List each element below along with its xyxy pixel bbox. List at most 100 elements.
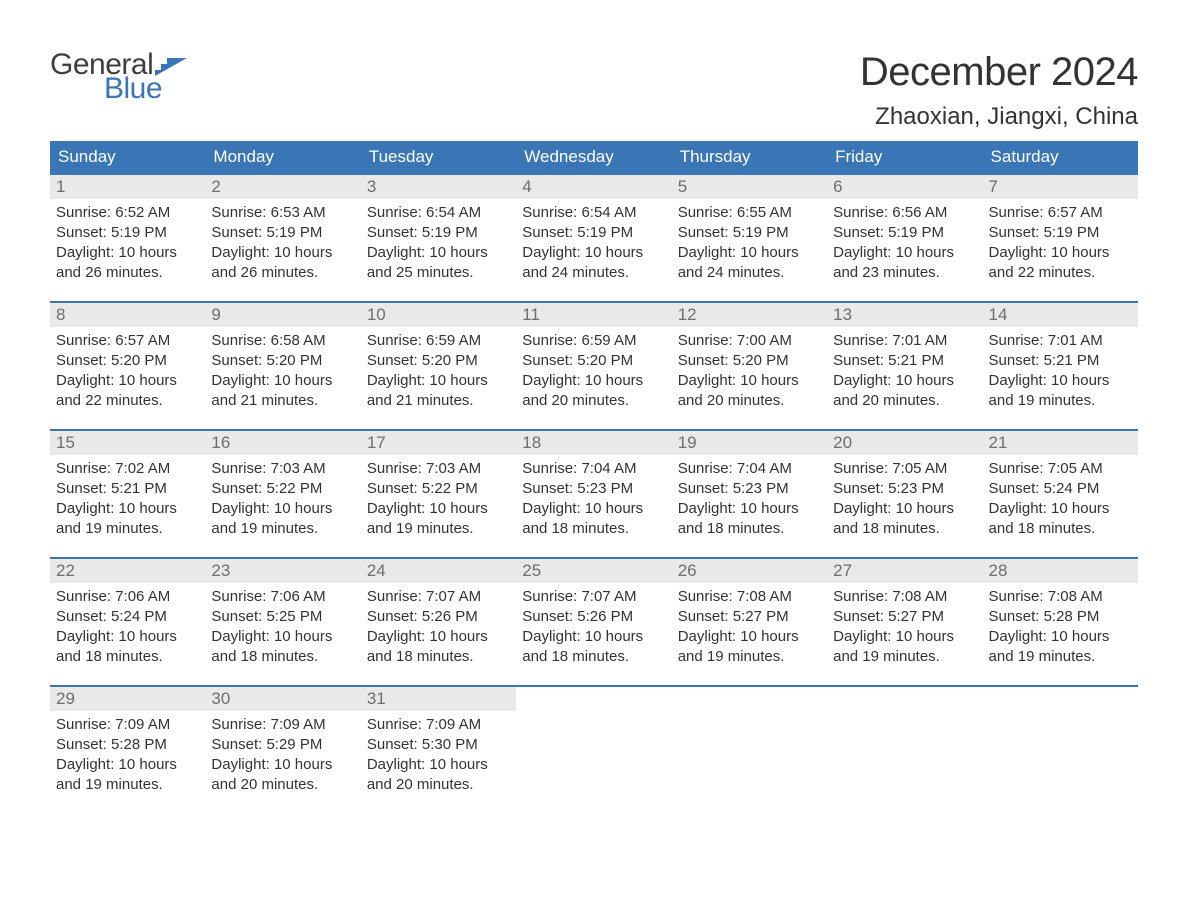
day-cell: 5Sunrise: 6:55 AMSunset: 5:19 PMDaylight… — [672, 175, 827, 287]
day-cell: 21Sunrise: 7:05 AMSunset: 5:24 PMDayligh… — [983, 431, 1138, 543]
day-cell-empty — [983, 687, 1138, 799]
daylight-line-2: and 21 minutes. — [367, 391, 510, 411]
weeks-container: 1Sunrise: 6:52 AMSunset: 5:19 PMDaylight… — [50, 173, 1138, 799]
day-number: 17 — [361, 431, 516, 455]
day-cell: 18Sunrise: 7:04 AMSunset: 5:23 PMDayligh… — [516, 431, 671, 543]
daylight-line-1: Daylight: 10 hours — [56, 371, 199, 391]
day-cell: 1Sunrise: 6:52 AMSunset: 5:19 PMDaylight… — [50, 175, 205, 287]
day-body: Sunrise: 7:06 AMSunset: 5:24 PMDaylight:… — [50, 583, 205, 670]
daylight-line-2: and 19 minutes. — [367, 519, 510, 539]
sunrise-line: Sunrise: 7:09 AM — [56, 715, 199, 735]
sunrise-line: Sunrise: 6:52 AM — [56, 203, 199, 223]
daylight-line-1: Daylight: 10 hours — [989, 627, 1132, 647]
day-number: 31 — [361, 687, 516, 711]
day-body: Sunrise: 7:01 AMSunset: 5:21 PMDaylight:… — [983, 327, 1138, 414]
day-number: 24 — [361, 559, 516, 583]
sunset-line: Sunset: 5:30 PM — [367, 735, 510, 755]
daylight-line-1: Daylight: 10 hours — [367, 755, 510, 775]
sunset-line: Sunset: 5:20 PM — [56, 351, 199, 371]
day-number: 28 — [983, 559, 1138, 583]
day-number: 9 — [205, 303, 360, 327]
daylight-line-2: and 26 minutes. — [211, 263, 354, 283]
day-body: Sunrise: 7:04 AMSunset: 5:23 PMDaylight:… — [672, 455, 827, 542]
day-cell: 30Sunrise: 7:09 AMSunset: 5:29 PMDayligh… — [205, 687, 360, 799]
daylight-line-1: Daylight: 10 hours — [833, 499, 976, 519]
week-row: 1Sunrise: 6:52 AMSunset: 5:19 PMDaylight… — [50, 173, 1138, 287]
daylight-line-1: Daylight: 10 hours — [833, 371, 976, 391]
day-body: Sunrise: 6:56 AMSunset: 5:19 PMDaylight:… — [827, 199, 982, 286]
daylight-line-1: Daylight: 10 hours — [367, 499, 510, 519]
day-cell: 25Sunrise: 7:07 AMSunset: 5:26 PMDayligh… — [516, 559, 671, 671]
daylight-line-1: Daylight: 10 hours — [211, 371, 354, 391]
weekday-header-cell: Saturday — [983, 141, 1138, 173]
day-cell: 20Sunrise: 7:05 AMSunset: 5:23 PMDayligh… — [827, 431, 982, 543]
sunset-line: Sunset: 5:28 PM — [56, 735, 199, 755]
sunset-line: Sunset: 5:24 PM — [56, 607, 199, 627]
sunrise-line: Sunrise: 6:57 AM — [56, 331, 199, 351]
daylight-line-2: and 20 minutes. — [678, 391, 821, 411]
sunset-line: Sunset: 5:19 PM — [678, 223, 821, 243]
day-body: Sunrise: 6:59 AMSunset: 5:20 PMDaylight:… — [516, 327, 671, 414]
sunrise-line: Sunrise: 6:53 AM — [211, 203, 354, 223]
day-body: Sunrise: 7:05 AMSunset: 5:23 PMDaylight:… — [827, 455, 982, 542]
daylight-line-2: and 20 minutes. — [367, 775, 510, 795]
day-body: Sunrise: 7:03 AMSunset: 5:22 PMDaylight:… — [361, 455, 516, 542]
daylight-line-2: and 18 minutes. — [989, 519, 1132, 539]
sunset-line: Sunset: 5:19 PM — [211, 223, 354, 243]
daylight-line-1: Daylight: 10 hours — [833, 627, 976, 647]
weekday-header-cell: Tuesday — [361, 141, 516, 173]
sunset-line: Sunset: 5:23 PM — [522, 479, 665, 499]
day-body: Sunrise: 6:59 AMSunset: 5:20 PMDaylight:… — [361, 327, 516, 414]
daylight-line-2: and 19 minutes. — [56, 519, 199, 539]
daylight-line-1: Daylight: 10 hours — [678, 243, 821, 263]
sunset-line: Sunset: 5:19 PM — [833, 223, 976, 243]
sunrise-line: Sunrise: 7:08 AM — [833, 587, 976, 607]
sunrise-line: Sunrise: 6:59 AM — [367, 331, 510, 351]
sunrise-line: Sunrise: 7:03 AM — [367, 459, 510, 479]
day-body: Sunrise: 7:02 AMSunset: 5:21 PMDaylight:… — [50, 455, 205, 542]
daylight-line-2: and 18 minutes. — [678, 519, 821, 539]
logo-text-blue: Blue — [104, 74, 162, 104]
daylight-line-1: Daylight: 10 hours — [367, 627, 510, 647]
weekday-header-cell: Thursday — [672, 141, 827, 173]
daylight-line-2: and 19 minutes. — [989, 391, 1132, 411]
daylight-line-2: and 22 minutes. — [56, 391, 199, 411]
day-body: Sunrise: 6:53 AMSunset: 5:19 PMDaylight:… — [205, 199, 360, 286]
day-cell: 7Sunrise: 6:57 AMSunset: 5:19 PMDaylight… — [983, 175, 1138, 287]
sunrise-line: Sunrise: 7:01 AM — [833, 331, 976, 351]
day-cell: 24Sunrise: 7:07 AMSunset: 5:26 PMDayligh… — [361, 559, 516, 671]
week-row: 22Sunrise: 7:06 AMSunset: 5:24 PMDayligh… — [50, 557, 1138, 671]
sunset-line: Sunset: 5:21 PM — [989, 351, 1132, 371]
sunrise-line: Sunrise: 7:09 AM — [211, 715, 354, 735]
day-number: 10 — [361, 303, 516, 327]
day-number: 27 — [827, 559, 982, 583]
sunrise-line: Sunrise: 7:06 AM — [56, 587, 199, 607]
daylight-line-1: Daylight: 10 hours — [211, 755, 354, 775]
daylight-line-1: Daylight: 10 hours — [56, 755, 199, 775]
day-body: Sunrise: 7:06 AMSunset: 5:25 PMDaylight:… — [205, 583, 360, 670]
day-body: Sunrise: 7:05 AMSunset: 5:24 PMDaylight:… — [983, 455, 1138, 542]
daylight-line-2: and 23 minutes. — [833, 263, 976, 283]
day-number: 14 — [983, 303, 1138, 327]
sunrise-line: Sunrise: 6:57 AM — [989, 203, 1132, 223]
day-number: 8 — [50, 303, 205, 327]
daylight-line-1: Daylight: 10 hours — [367, 243, 510, 263]
month-title: December 2024 — [860, 50, 1138, 95]
sunrise-line: Sunrise: 7:07 AM — [367, 587, 510, 607]
sunset-line: Sunset: 5:21 PM — [833, 351, 976, 371]
daylight-line-2: and 19 minutes. — [56, 775, 199, 795]
sunrise-line: Sunrise: 7:05 AM — [833, 459, 976, 479]
day-cell: 28Sunrise: 7:08 AMSunset: 5:28 PMDayligh… — [983, 559, 1138, 671]
sunrise-line: Sunrise: 6:54 AM — [522, 203, 665, 223]
day-number: 16 — [205, 431, 360, 455]
day-body: Sunrise: 7:09 AMSunset: 5:30 PMDaylight:… — [361, 711, 516, 798]
day-number: 19 — [672, 431, 827, 455]
day-cell: 16Sunrise: 7:03 AMSunset: 5:22 PMDayligh… — [205, 431, 360, 543]
weekday-header-cell: Friday — [827, 141, 982, 173]
sunset-line: Sunset: 5:19 PM — [522, 223, 665, 243]
day-cell: 12Sunrise: 7:00 AMSunset: 5:20 PMDayligh… — [672, 303, 827, 415]
day-number: 21 — [983, 431, 1138, 455]
day-cell: 23Sunrise: 7:06 AMSunset: 5:25 PMDayligh… — [205, 559, 360, 671]
day-number: 25 — [516, 559, 671, 583]
daylight-line-2: and 19 minutes. — [989, 647, 1132, 667]
